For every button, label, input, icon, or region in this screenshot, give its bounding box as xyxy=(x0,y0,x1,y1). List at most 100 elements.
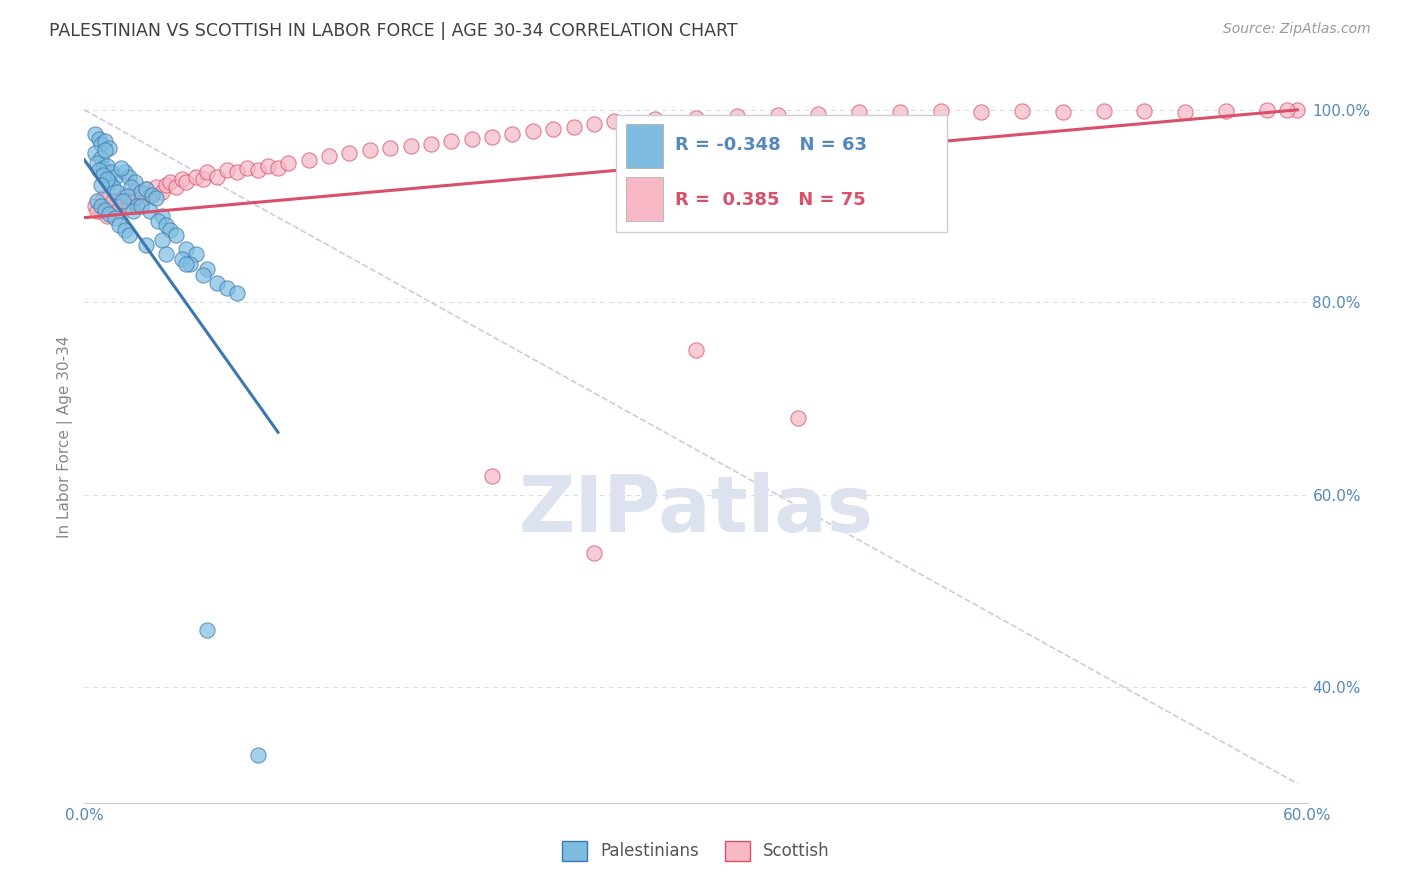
Point xyxy=(267,161,290,175)
Point xyxy=(165,179,187,194)
Point xyxy=(481,468,503,483)
Point xyxy=(91,169,114,183)
Point xyxy=(172,172,194,186)
Point xyxy=(174,243,197,257)
Point xyxy=(120,179,142,194)
Point xyxy=(298,153,321,167)
Point xyxy=(90,199,112,213)
Point xyxy=(399,139,422,153)
Point xyxy=(787,410,810,425)
Point xyxy=(104,211,127,225)
Point xyxy=(115,189,138,203)
Point xyxy=(318,149,340,163)
Point xyxy=(205,170,228,185)
Point xyxy=(380,141,402,155)
Point xyxy=(97,207,120,221)
Point xyxy=(562,120,585,135)
Point xyxy=(155,219,177,233)
Point xyxy=(685,343,707,358)
Point xyxy=(155,178,177,192)
Point xyxy=(481,129,503,144)
Point xyxy=(543,122,565,136)
Point xyxy=(150,209,173,223)
Point xyxy=(1052,104,1074,119)
Point xyxy=(86,194,108,209)
Point xyxy=(603,114,626,128)
Point xyxy=(165,227,187,242)
Point xyxy=(83,127,105,141)
Point xyxy=(217,281,239,295)
Point xyxy=(131,189,153,203)
Point xyxy=(86,203,108,218)
Point xyxy=(83,146,105,161)
Point xyxy=(1256,103,1278,117)
Text: R =  0.385   N = 75: R = 0.385 N = 75 xyxy=(675,191,866,209)
Point xyxy=(93,194,115,209)
Point xyxy=(90,151,112,165)
Point xyxy=(174,257,197,271)
Point xyxy=(174,175,197,189)
Point xyxy=(1011,103,1033,118)
Point xyxy=(172,252,194,266)
FancyBboxPatch shape xyxy=(626,177,664,220)
Point xyxy=(461,132,484,146)
Point xyxy=(848,104,870,119)
Point xyxy=(146,213,169,227)
Point xyxy=(277,155,299,169)
Point xyxy=(1174,104,1197,119)
Point xyxy=(105,185,128,199)
Point xyxy=(104,197,127,211)
Point xyxy=(1286,103,1309,117)
Point xyxy=(246,747,269,762)
Point xyxy=(124,185,146,199)
Point xyxy=(195,623,218,637)
Point xyxy=(191,268,214,283)
Point xyxy=(359,143,381,157)
Point xyxy=(114,223,136,237)
Point xyxy=(135,182,157,196)
Y-axis label: In Labor Force | Age 30-34: In Labor Force | Age 30-34 xyxy=(58,335,73,539)
Point xyxy=(685,111,707,125)
FancyBboxPatch shape xyxy=(626,124,664,168)
Point xyxy=(83,199,105,213)
Point xyxy=(889,104,911,119)
Text: Source: ZipAtlas.com: Source: ZipAtlas.com xyxy=(1223,22,1371,37)
Point xyxy=(624,117,647,131)
Point xyxy=(159,223,181,237)
Point xyxy=(90,136,112,151)
Point xyxy=(246,162,269,177)
Point xyxy=(96,209,118,223)
Point xyxy=(93,134,115,148)
Point xyxy=(87,132,110,146)
Point xyxy=(93,202,115,217)
Point xyxy=(725,109,748,123)
Point xyxy=(1277,103,1299,117)
Point xyxy=(86,155,108,169)
Point xyxy=(118,199,141,213)
Point xyxy=(114,165,136,179)
Point xyxy=(195,165,218,179)
Point xyxy=(1215,103,1237,118)
Point xyxy=(186,170,208,185)
Point xyxy=(93,143,115,157)
Point xyxy=(644,112,666,127)
Point xyxy=(97,141,120,155)
Point xyxy=(91,161,114,175)
Point xyxy=(766,108,789,122)
Point xyxy=(96,159,118,173)
Point xyxy=(100,165,122,179)
Point xyxy=(114,189,136,203)
Point xyxy=(583,117,606,131)
Legend: Palestinians, Scottish: Palestinians, Scottish xyxy=(555,834,837,868)
Point xyxy=(155,247,177,261)
Text: ZIPatlas: ZIPatlas xyxy=(519,472,873,549)
Point xyxy=(138,203,160,218)
Point xyxy=(150,233,173,247)
Point xyxy=(127,199,149,213)
Text: PALESTINIAN VS SCOTTISH IN LABOR FORCE | AGE 30-34 CORRELATION CHART: PALESTINIAN VS SCOTTISH IN LABOR FORCE |… xyxy=(49,22,738,40)
Point xyxy=(583,545,606,559)
Point xyxy=(108,219,131,233)
Point xyxy=(96,172,118,186)
Point xyxy=(970,104,993,119)
Point xyxy=(110,161,132,175)
